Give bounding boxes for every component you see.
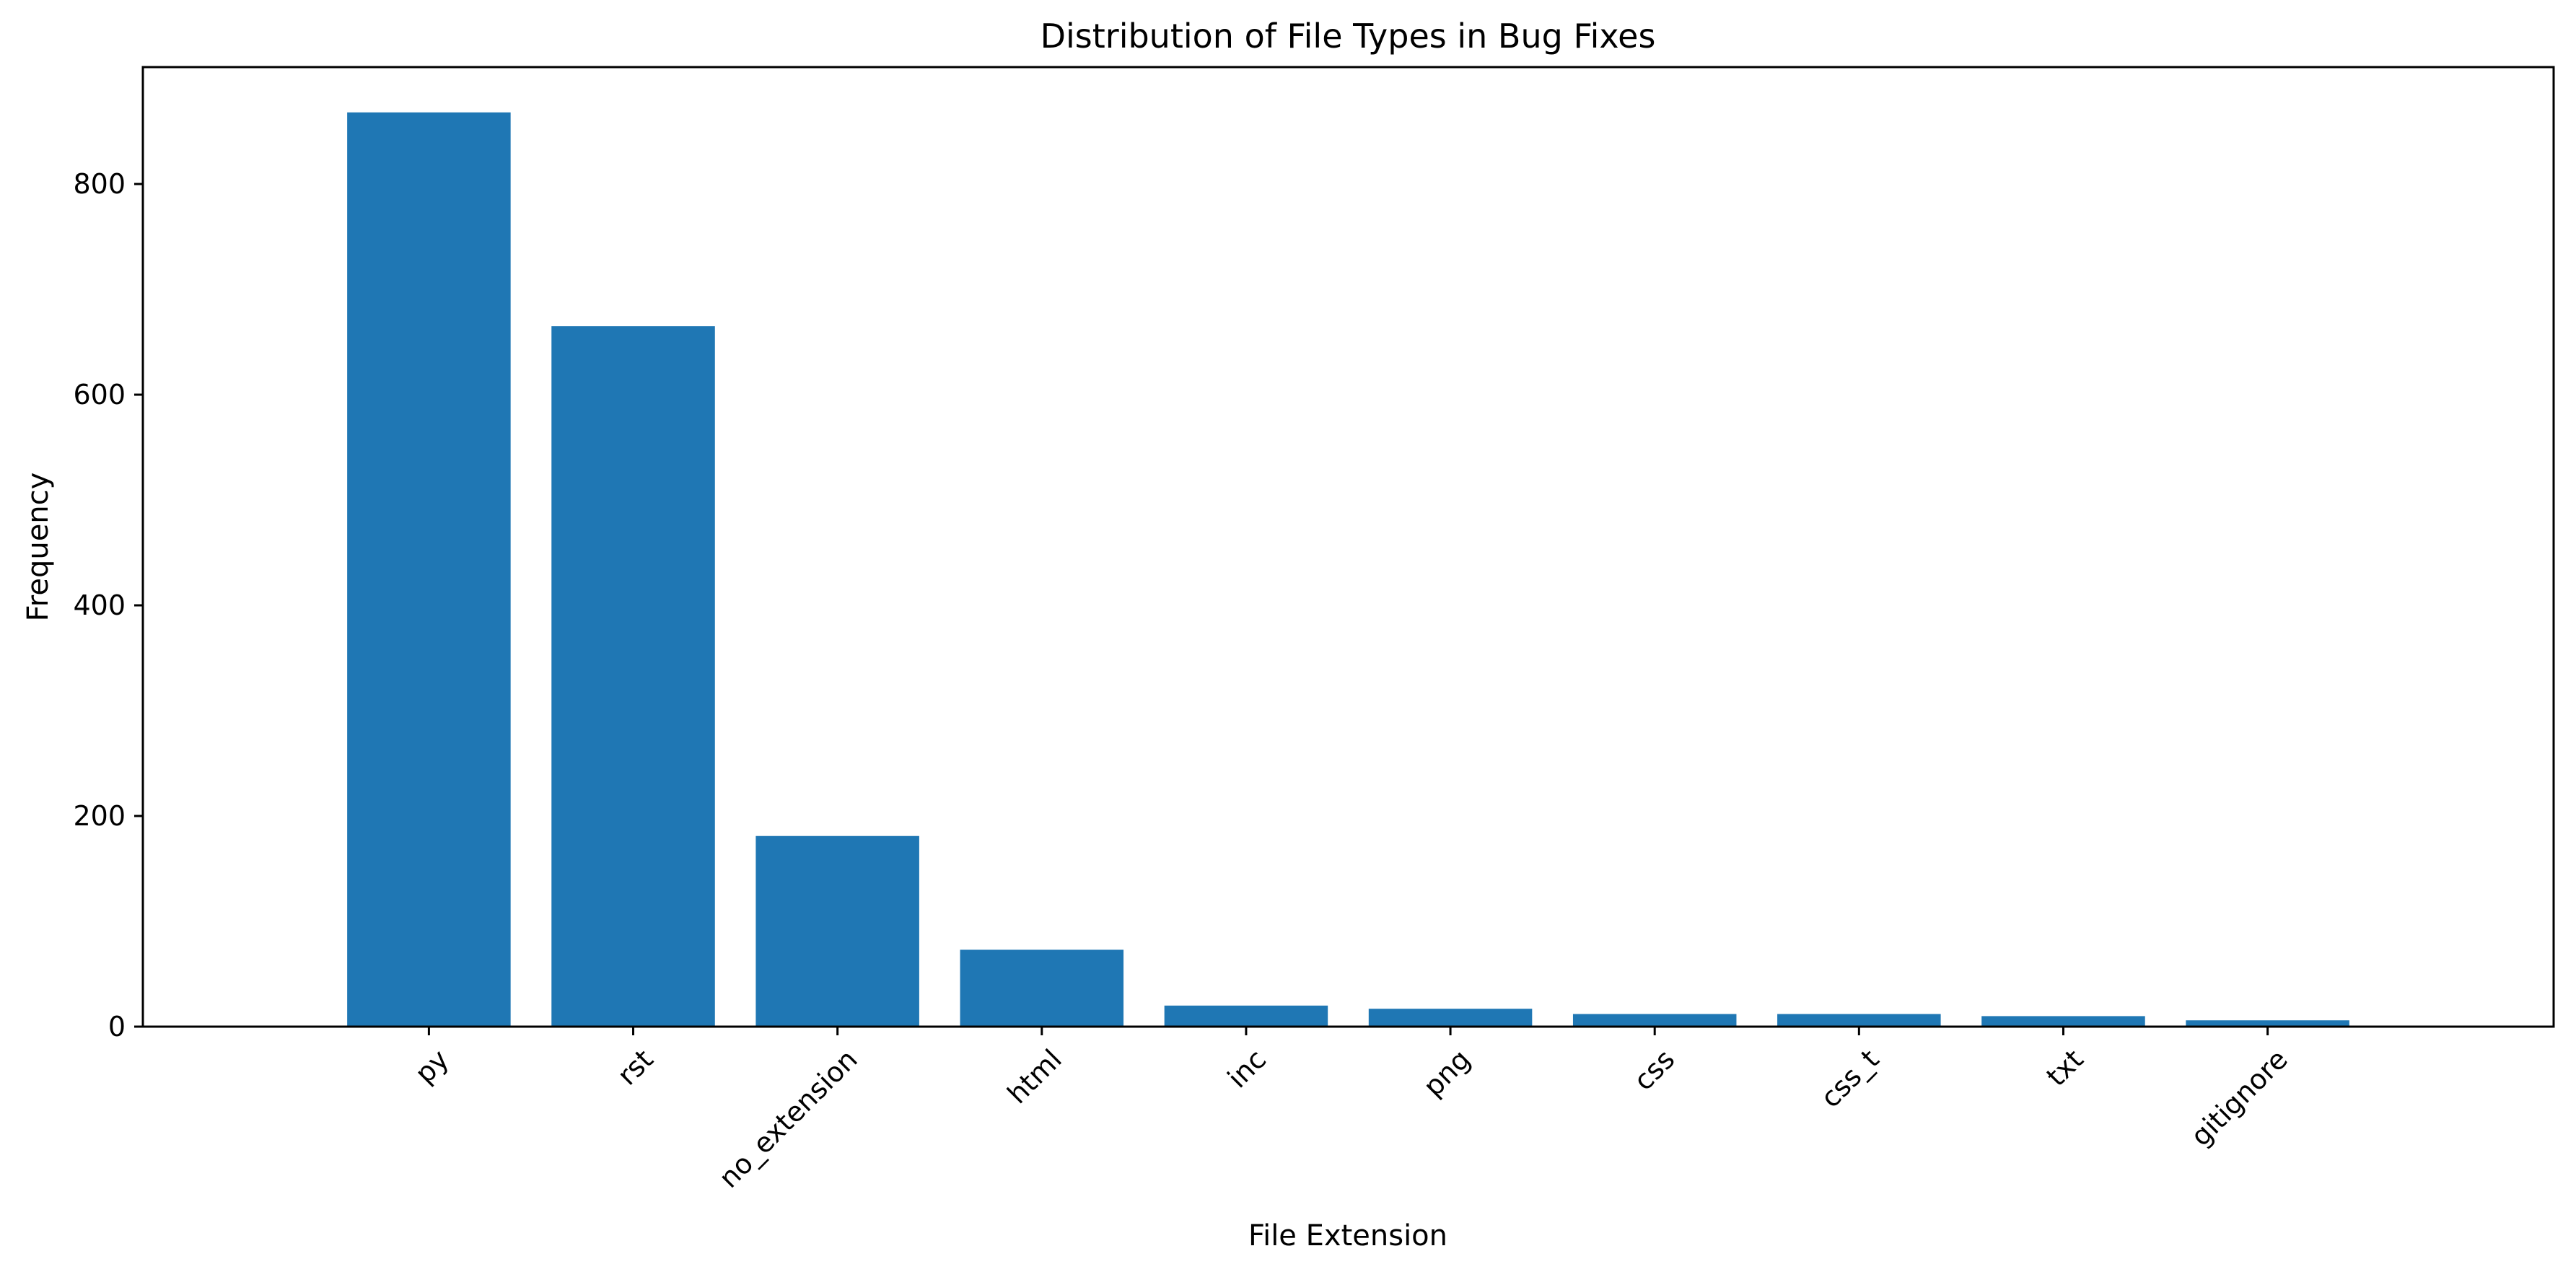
bar-css_t — [1777, 1014, 1941, 1027]
bar-no_extension — [755, 835, 919, 1027]
x-tick-label-rst: rst — [611, 1043, 660, 1092]
bar-inc — [1164, 1005, 1328, 1027]
chart-title: Distribution of File Types in Bug Fixes — [1041, 17, 1656, 56]
x-tick-label-txt: txt — [2041, 1043, 2090, 1092]
x-tick-label-png: png — [1417, 1043, 1476, 1102]
bar-png — [1368, 1009, 1533, 1027]
y-tick-label-200: 200 — [73, 800, 126, 832]
x-axis: py rst no_extension html inc png css css_t txt gi… — [408, 1027, 2294, 1194]
y-axis: 0 200 400 600 800 — [73, 168, 143, 1043]
x-tick-label-py: py — [408, 1043, 455, 1089]
y-tick-label-400: 400 — [73, 589, 126, 621]
x-tick-label-no_extension: no_extension — [713, 1043, 864, 1194]
bar-gitignore — [2186, 1020, 2349, 1027]
y-tick-label-0: 0 — [108, 1011, 126, 1043]
y-axis-label: Frequency — [22, 473, 55, 622]
x-tick-label-css: css — [1627, 1043, 1681, 1097]
x-tick-label-gitignore: gitignore — [2185, 1043, 2294, 1152]
bar-py — [347, 112, 511, 1027]
bar-rst — [551, 326, 715, 1027]
bars-group — [347, 112, 2349, 1027]
bar-css — [1572, 1014, 1737, 1027]
bar-html — [960, 949, 1124, 1027]
x-axis-label: File Extension — [1248, 1219, 1447, 1252]
y-tick-label-600: 600 — [73, 379, 126, 411]
y-tick-label-800: 800 — [73, 168, 126, 200]
x-tick-label-html: html — [1002, 1043, 1068, 1110]
bar-txt — [1981, 1016, 2145, 1027]
x-tick-label-inc: inc — [1222, 1043, 1272, 1094]
plot-frame — [141, 66, 2555, 1028]
x-tick-label-css_t: css_t — [1815, 1043, 1885, 1114]
